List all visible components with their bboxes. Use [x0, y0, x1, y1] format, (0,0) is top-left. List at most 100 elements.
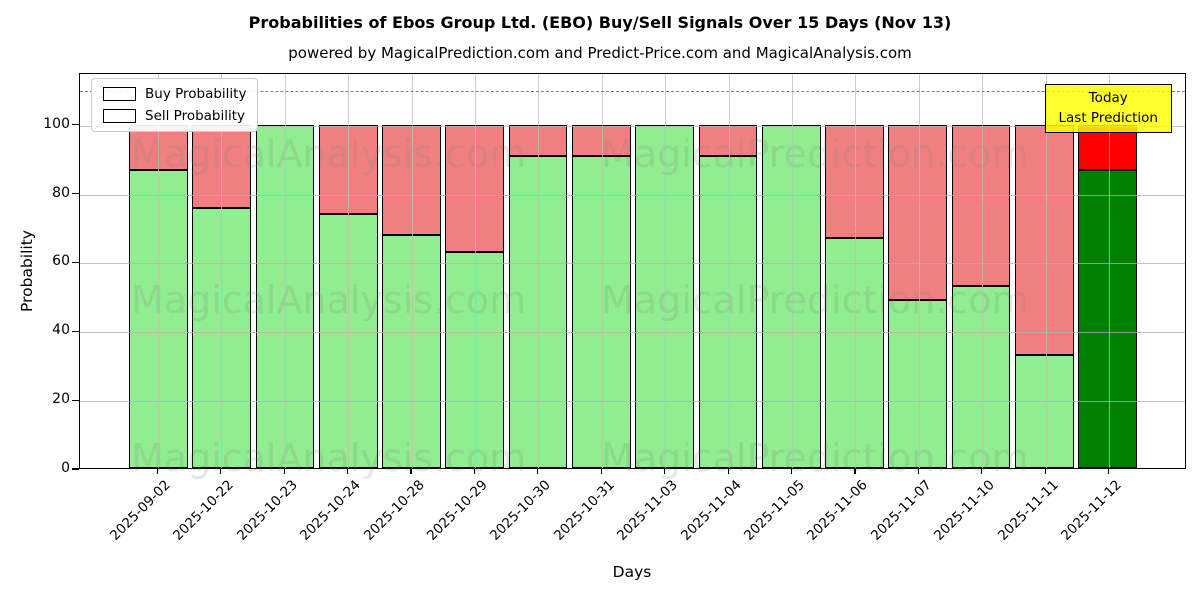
legend-item-sell: Sell Probability [103, 108, 246, 124]
sell-segment [698, 125, 758, 157]
x-tick-mark [790, 469, 793, 474]
bar-2025-10-24 [318, 74, 378, 468]
bar-2025-11-10 [951, 74, 1011, 468]
chart-subtitle: powered by MagicalPrediction.com and Pre… [288, 44, 912, 62]
sell-segment [825, 125, 884, 239]
today-annotation-line2: Last Prediction [1058, 110, 1158, 127]
today-annotation: Today Last Prediction [1044, 84, 1172, 133]
y-tick-mark [72, 399, 79, 401]
bar-2025-10-30 [508, 74, 568, 468]
buy-segment [951, 286, 1011, 468]
x-tick-mark [854, 469, 856, 474]
chart-title: Probabilities of Ebos Group Ltd. (EBO) B… [248, 13, 952, 32]
x-tick-label: 2025-11-04 [677, 477, 745, 544]
x-tick-mark [220, 469, 222, 474]
buy-segment [888, 300, 948, 468]
legend-item-buy: Buy Probability [103, 86, 246, 102]
x-tick-label: 2025-11-10 [931, 477, 999, 544]
y-tick-mark [72, 261, 79, 263]
x-tick-mark [600, 469, 602, 474]
sell-segment [318, 125, 378, 215]
bar-2025-11-11 [1014, 74, 1074, 468]
bar-2025-10-28 [382, 74, 441, 468]
sell-segment [888, 125, 948, 301]
y-axis-label: Probability [18, 230, 36, 312]
y-tick-label: 100 [43, 115, 70, 132]
sell-segment [129, 125, 188, 170]
sell-segment [382, 125, 441, 236]
x-tick-label: 2025-11-05 [741, 477, 808, 544]
x-tick-label: 2025-10-24 [297, 477, 364, 544]
x-tick-mark [664, 469, 666, 474]
x-tick-mark [410, 469, 412, 474]
x-axis-label: Days [612, 563, 652, 581]
x-tick-label: 2025-11-07 [867, 477, 935, 544]
buy-segment [129, 169, 188, 468]
buy-segment [571, 156, 631, 468]
bar-2025-11-04 [698, 74, 758, 468]
x-tick-label: 2025-11-03 [614, 477, 682, 544]
x-tick-label: 2025-10-31 [550, 477, 618, 544]
sell-segment [192, 125, 252, 208]
bar-2025-10-22 [192, 74, 252, 468]
buy-segment [445, 252, 505, 468]
buy-segment [761, 125, 821, 468]
legend-swatch-buy [103, 87, 136, 101]
legend-swatch-sell [103, 109, 136, 123]
buy-segment [192, 207, 252, 468]
x-tick-mark [917, 469, 919, 474]
bar-2025-11-07 [888, 74, 948, 468]
legend-label-buy: Buy Probability [145, 86, 247, 102]
threshold-dashed-line [80, 91, 1185, 93]
buy-segment [825, 238, 884, 468]
x-tick-label: 2025-10-28 [360, 477, 428, 544]
sell-segment [951, 125, 1011, 287]
bars-layer [80, 74, 1185, 468]
x-tick-mark [473, 469, 476, 474]
x-tick-mark [156, 469, 159, 474]
y-tick-label: 40 [52, 322, 70, 339]
bar-2025-11-06 [825, 74, 884, 468]
bar-2025-11-03 [635, 74, 695, 468]
buy-segment [635, 125, 695, 468]
x-tick-label: 2025-11-11 [994, 477, 1062, 544]
x-tick-label: 2025-11-12 [1058, 477, 1125, 544]
y-tick-mark [72, 124, 79, 126]
bar-2025-09-02 [129, 74, 188, 468]
bar-2025-10-29 [445, 74, 505, 468]
plot-area: MagicalAnalysis.com MagicalPrediction.com… [79, 73, 1186, 480]
legend: Buy Probability Sell Probability [91, 78, 259, 132]
buy-segment [698, 156, 758, 468]
sell-segment [1014, 125, 1074, 355]
x-tick-mark [727, 469, 729, 474]
buy-segment [382, 235, 441, 468]
y-tick-label: 80 [52, 184, 70, 201]
y-tick-label: 60 [52, 253, 70, 270]
x-tick-label: 2025-10-22 [170, 477, 238, 544]
buy-segment [318, 214, 378, 468]
sell-segment [508, 125, 568, 157]
buy-segment [1078, 169, 1137, 468]
buy-segment [1014, 354, 1074, 468]
y-tick-label: 20 [52, 391, 70, 408]
sell-segment [571, 125, 631, 157]
y-tick-mark [72, 330, 79, 332]
x-tick-mark [981, 469, 983, 474]
y-tick-label: 0 [61, 460, 70, 476]
bar-2025-10-31 [571, 74, 631, 468]
x-tick-mark [347, 469, 349, 474]
x-tick-label: 2025-10-23 [233, 477, 301, 544]
bar-2025-10-23 [255, 74, 315, 468]
x-tick-mark [1107, 469, 1110, 474]
buy-segment [255, 125, 315, 468]
x-tick-mark [283, 469, 285, 474]
bar-2025-11-05 [761, 74, 821, 468]
buy-segment [508, 156, 568, 468]
x-tick-label: 2025-09-02 [106, 477, 174, 544]
x-tick-mark [537, 469, 539, 474]
y-tick-mark [72, 192, 79, 195]
today-annotation-line1: Today [1088, 90, 1128, 106]
bar-2025-11-12 [1078, 74, 1137, 468]
x-tick-label: 2025-11-06 [804, 477, 872, 544]
